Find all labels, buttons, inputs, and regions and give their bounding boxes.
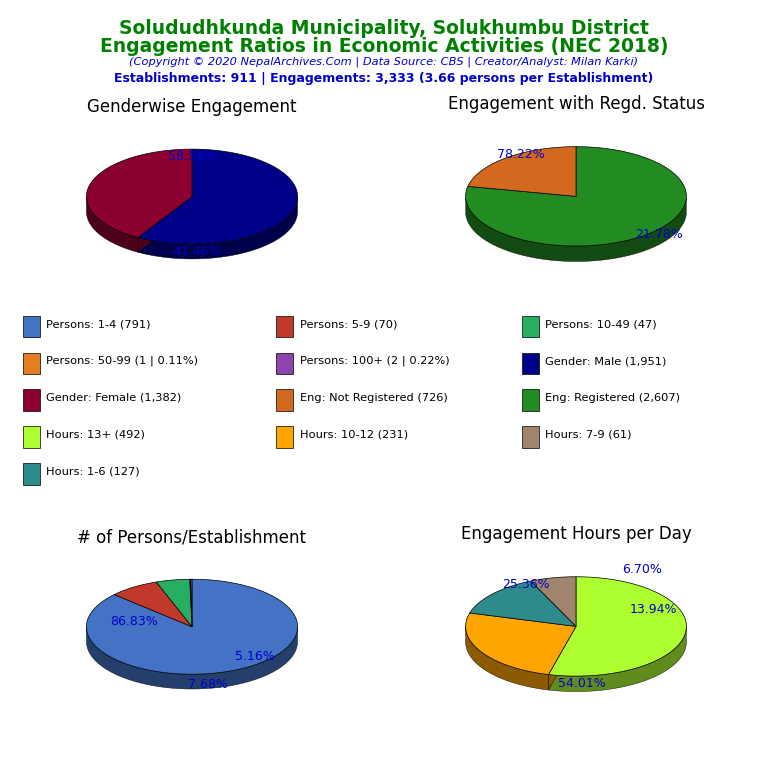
Text: Gender: Female (1,382): Gender: Female (1,382) <box>46 393 181 403</box>
Polygon shape <box>548 627 687 691</box>
Text: 5.16%: 5.16% <box>236 650 275 663</box>
Polygon shape <box>114 582 192 627</box>
Polygon shape <box>548 577 687 676</box>
Text: Engagement Ratios in Economic Activities (NEC 2018): Engagement Ratios in Economic Activities… <box>100 37 668 56</box>
Polygon shape <box>465 199 687 261</box>
Text: 78.22%: 78.22% <box>497 148 545 161</box>
Title: Engagement Hours per Day: Engagement Hours per Day <box>461 525 691 543</box>
Polygon shape <box>465 627 548 690</box>
Polygon shape <box>465 613 576 674</box>
Polygon shape <box>465 147 687 246</box>
Title: Genderwise Engagement: Genderwise Engagement <box>88 98 296 116</box>
Text: 21.78%: 21.78% <box>635 229 683 241</box>
Text: Solududhkunda Municipality, Solukhumbu District: Solududhkunda Municipality, Solukhumbu D… <box>119 19 649 38</box>
Polygon shape <box>87 149 192 237</box>
Polygon shape <box>190 579 192 627</box>
Text: 6.70%: 6.70% <box>622 562 662 575</box>
Polygon shape <box>470 581 576 627</box>
Polygon shape <box>138 197 192 252</box>
Text: 54.01%: 54.01% <box>558 677 605 690</box>
Polygon shape <box>87 197 138 252</box>
Text: 25.36%: 25.36% <box>502 578 550 591</box>
Text: 7.68%: 7.68% <box>188 678 228 691</box>
Text: Hours: 13+ (492): Hours: 13+ (492) <box>46 430 145 440</box>
Polygon shape <box>138 149 297 244</box>
Text: Persons: 100+ (2 | 0.22%): Persons: 100+ (2 | 0.22%) <box>300 356 449 366</box>
Polygon shape <box>548 627 576 690</box>
Text: Eng: Registered (2,607): Eng: Registered (2,607) <box>545 393 680 403</box>
Polygon shape <box>531 577 576 627</box>
Text: 41.46%: 41.46% <box>174 245 221 258</box>
Text: 86.83%: 86.83% <box>110 615 157 628</box>
Text: Gender: Male (1,951): Gender: Male (1,951) <box>545 356 667 366</box>
Text: (Copyright © 2020 NepalArchives.Com | Data Source: CBS | Creator/Analyst: Milan : (Copyright © 2020 NepalArchives.Com | Da… <box>130 56 638 67</box>
Text: Persons: 50-99 (1 | 0.11%): Persons: 50-99 (1 | 0.11%) <box>46 356 198 366</box>
Text: Hours: 7-9 (61): Hours: 7-9 (61) <box>545 430 632 440</box>
Text: 13.94%: 13.94% <box>630 604 677 617</box>
Polygon shape <box>190 579 192 627</box>
Text: Establishments: 911 | Engagements: 3,333 (3.66 persons per Establishment): Establishments: 911 | Engagements: 3,333… <box>114 72 654 85</box>
Text: Persons: 1-4 (791): Persons: 1-4 (791) <box>46 319 151 329</box>
Polygon shape <box>87 627 297 689</box>
Text: 58.54%: 58.54% <box>168 150 216 163</box>
Polygon shape <box>138 197 297 259</box>
Title: # of Persons/Establishment: # of Persons/Establishment <box>78 528 306 546</box>
Polygon shape <box>548 627 576 690</box>
Title: Engagement with Regd. Status: Engagement with Regd. Status <box>448 94 704 113</box>
Text: Eng: Not Registered (726): Eng: Not Registered (726) <box>300 393 447 403</box>
Text: Persons: 10-49 (47): Persons: 10-49 (47) <box>545 319 657 329</box>
Text: Hours: 10-12 (231): Hours: 10-12 (231) <box>300 430 408 440</box>
Text: Hours: 1-6 (127): Hours: 1-6 (127) <box>46 467 140 477</box>
Polygon shape <box>468 147 576 197</box>
Polygon shape <box>138 197 192 252</box>
Polygon shape <box>87 579 297 674</box>
Text: Persons: 5-9 (70): Persons: 5-9 (70) <box>300 319 397 329</box>
Polygon shape <box>157 579 192 627</box>
